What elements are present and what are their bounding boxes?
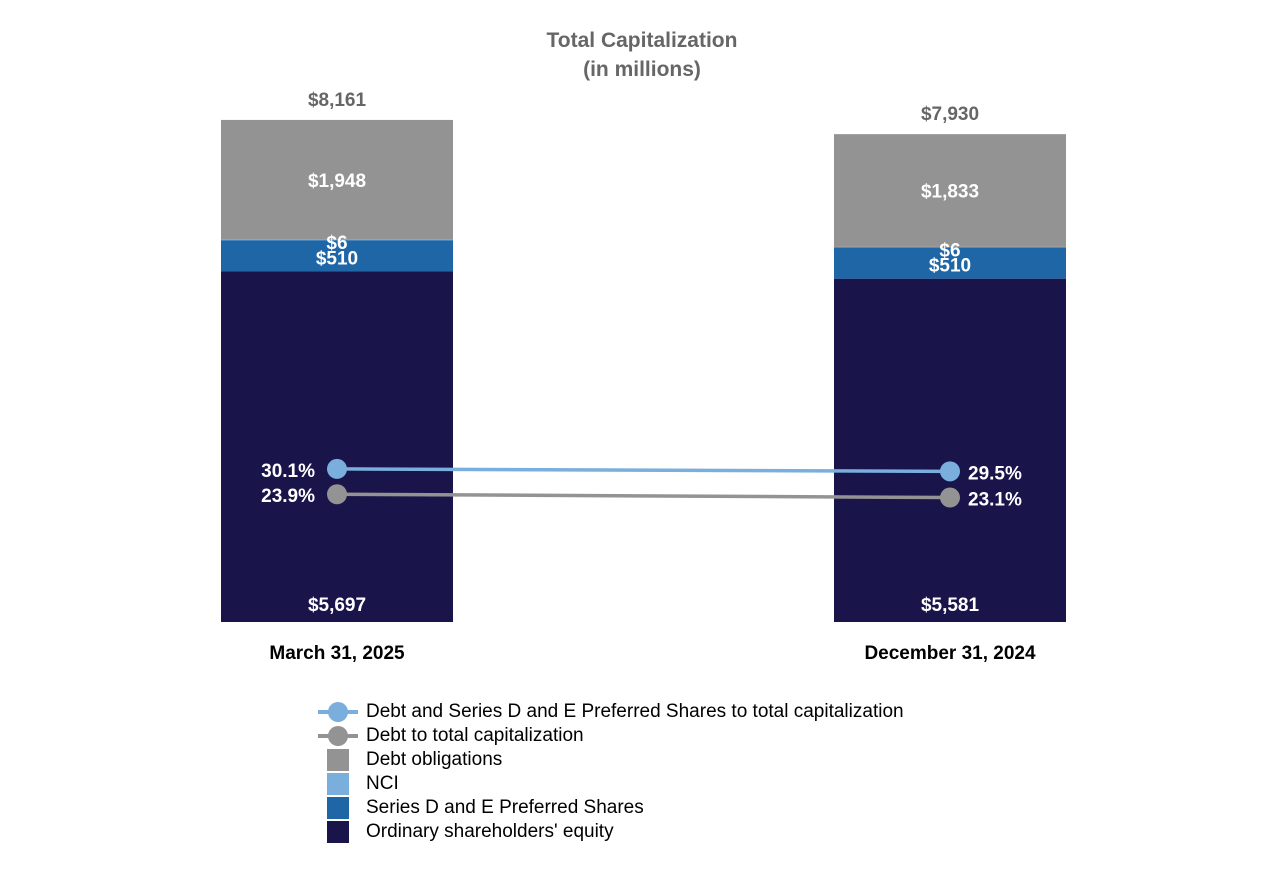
bar-segment-series-d-and-e-preferred-shares [221,240,453,272]
ratio-point [940,487,960,508]
legend-box [327,821,349,843]
capitalization-chart: Total Capitalization (in millions) $5,69… [221,29,1066,664]
ratio-line-debt [336,492,951,500]
legend-item-preferred-shares: Series D and E Preferred Shares [318,796,904,820]
legend-item-nci: NCI [318,772,904,796]
legend-item-shareholders-equity: Ordinary shareholders' equity [318,820,904,844]
ratio-line-debt-preferred [336,467,951,474]
legend-marker [328,702,348,722]
legend-swatch-box [318,748,362,772]
legend-label: Debt and Series D and E Preferred Shares… [366,701,904,722]
bar-total-label: $7,930 [921,104,979,125]
segment-label-preferred: $510 [929,256,971,277]
ratio-point [327,458,347,479]
segment-label-nci: $6 [326,233,347,254]
chart-subtitle: (in millions) [583,58,701,81]
ratio-label: 30.1% [261,461,315,482]
ratio-label: 29.5% [968,463,1022,484]
category-label: March 31, 2025 [269,643,405,664]
legend-label: Debt to total capitalization [366,725,584,746]
bar-segment-nci [221,239,453,241]
chart-legend: Debt and Series D and E Preferred Shares… [318,700,904,844]
bar-segment-series-d-and-e-preferred-shares [834,247,1066,279]
bar-segment-ordinary-shareholders-equity [221,271,453,622]
segment-label-nci: $6 [939,240,960,261]
segment-label-equity: $5,581 [921,595,980,616]
legend-item-debt-ratio: Debt to total capitalization [318,724,904,748]
legend-box [327,773,349,795]
legend-swatch-box [318,796,362,820]
ratio-label: 23.1% [968,490,1022,511]
bar-segment-nci [834,246,1066,248]
bar-segment-ordinary-shareholders-equity [834,278,1066,622]
legend-item-debt-obligations: Debt obligations [318,748,904,772]
legend-label: Series D and E Preferred Shares [366,797,644,818]
ratio-point [327,484,347,505]
legend-swatch-line-light-blue [318,700,362,724]
legend-swatch-line-gray [318,724,362,748]
category-label: December 31, 2024 [864,643,1036,664]
ratio-label: 23.9% [261,486,315,507]
segment-label-equity: $5,697 [308,595,366,616]
legend-box [327,749,349,771]
legend-swatch-box [318,772,362,796]
segment-label-debt: $1,948 [308,171,366,192]
bar-segment-debt-obligations [834,134,1066,247]
segment-label-preferred: $510 [316,249,358,270]
chart-title: Total Capitalization [547,29,738,52]
segment-label-debt: $1,833 [921,182,979,203]
legend-item-debt-preferred-ratio: Debt and Series D and E Preferred Shares… [318,700,904,724]
legend-marker [328,726,348,746]
ratio-point [940,461,960,482]
legend-label: Ordinary shareholders' equity [366,821,614,842]
legend-swatch-box [318,820,362,844]
legend-label: Debt obligations [366,749,503,770]
legend-label: NCI [366,773,399,794]
bar-segment-debt-obligations [221,119,453,240]
legend-box [327,797,349,819]
bar-total-label: $8,161 [308,90,367,111]
